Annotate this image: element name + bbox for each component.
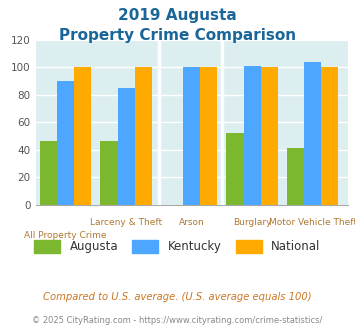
Bar	[118, 88, 135, 205]
Bar	[304, 62, 321, 205]
Bar	[200, 67, 217, 205]
Text: Larceny & Theft: Larceny & Theft	[90, 218, 162, 227]
Text: 2019 Augusta: 2019 Augusta	[118, 8, 237, 23]
Text: Motor Vehicle Theft: Motor Vehicle Theft	[269, 218, 355, 227]
Text: © 2025 CityRating.com - https://www.cityrating.com/crime-statistics/: © 2025 CityRating.com - https://www.city…	[32, 316, 323, 325]
Legend: Augusta, Kentucky, National: Augusta, Kentucky, National	[29, 235, 326, 258]
Text: All Property Crime: All Property Crime	[24, 231, 107, 240]
Bar	[135, 67, 152, 205]
Bar	[57, 81, 74, 205]
Bar	[183, 67, 200, 205]
Bar	[74, 67, 92, 205]
Bar	[244, 66, 261, 205]
Text: Arson: Arson	[179, 218, 204, 227]
Text: Burglary: Burglary	[233, 218, 272, 227]
Bar	[100, 141, 118, 205]
Text: Compared to U.S. average. (U.S. average equals 100): Compared to U.S. average. (U.S. average …	[43, 292, 312, 302]
Bar	[321, 67, 338, 205]
Bar	[261, 67, 278, 205]
Bar	[40, 141, 57, 205]
Bar	[287, 148, 304, 205]
Bar	[226, 133, 244, 205]
Text: Property Crime Comparison: Property Crime Comparison	[59, 28, 296, 43]
